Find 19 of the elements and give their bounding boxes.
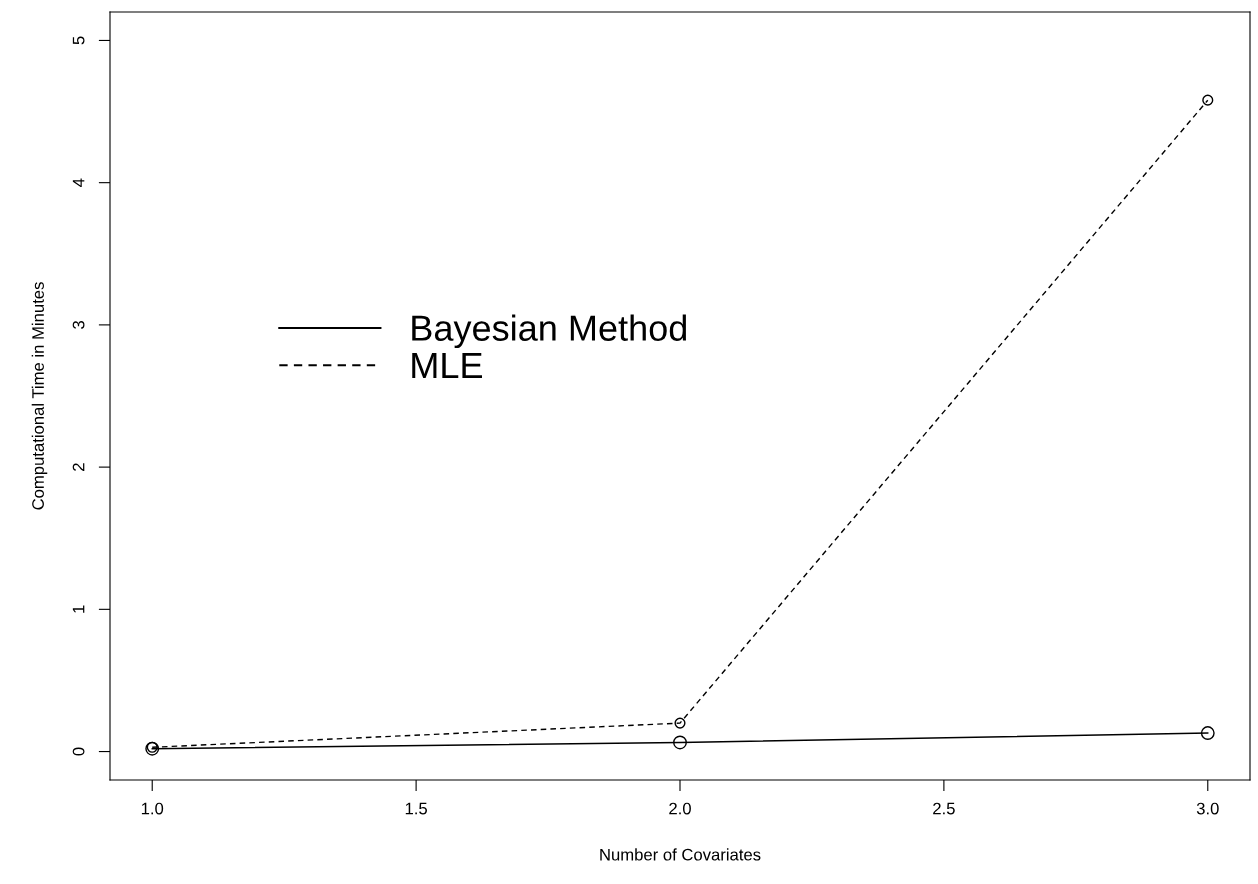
y-tick-label: 5 (72, 36, 85, 45)
legend-label: MLE (412, 353, 482, 378)
x-tick-label: 2.5 (933, 802, 955, 815)
y-tick-label: 1 (72, 605, 85, 613)
y-tick-label: 2 (72, 463, 85, 471)
x-tick-label: 2.0 (669, 802, 691, 815)
x-tick-label: 1.0 (141, 802, 164, 815)
point (1202, 94, 1214, 106)
y-tick-label: 4 (72, 178, 85, 187)
x-axis-title: Number of Covariates (600, 848, 761, 861)
y-tick-label: 3 (72, 320, 85, 329)
y-axis-title: Computational Time in Minutes (31, 282, 48, 510)
x-tick-label: 1.5 (405, 802, 427, 815)
point (1200, 726, 1215, 741)
x-tick-label: 3.0 (1196, 802, 1219, 815)
point (674, 717, 686, 729)
y-tick-label: 0 (72, 747, 85, 756)
legend-label: Bayesian Method (412, 314, 687, 349)
point (673, 735, 687, 750)
